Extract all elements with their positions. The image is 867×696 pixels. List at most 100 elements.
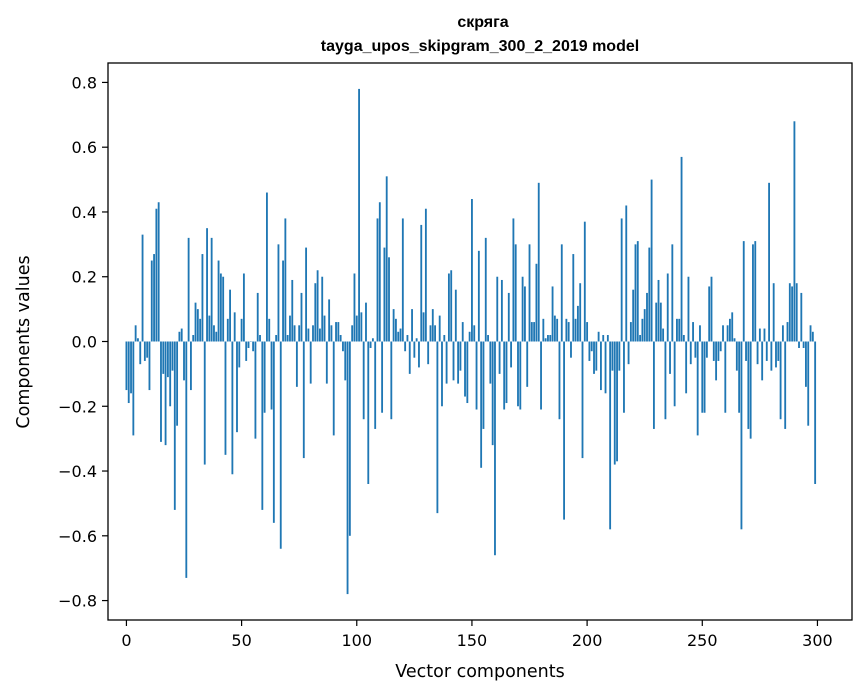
bar-134 [434, 325, 436, 342]
bar-257 [717, 341, 720, 361]
x-tick-label-0: 0 [121, 631, 131, 650]
bar-258 [719, 341, 722, 352]
bar-141 [450, 270, 453, 342]
bar-87 [325, 341, 328, 384]
bar-84 [318, 328, 321, 342]
plot-area-frame [107, 62, 853, 621]
bar-279 [768, 182, 770, 342]
bar-135 [436, 341, 439, 514]
bar-5 [137, 338, 139, 342]
x-tick-label-5: 250 [687, 631, 718, 650]
bar-288 [788, 283, 791, 342]
bar-186 [553, 315, 556, 342]
bar-63 [270, 341, 273, 410]
bar-188 [558, 341, 561, 420]
bar-59 [261, 341, 264, 510]
y-axis-label: Components values [14, 255, 34, 428]
bar-112 [383, 247, 386, 342]
bar-195 [574, 318, 577, 342]
bar-185 [551, 286, 554, 342]
bar-221 [634, 244, 637, 342]
bar-175 [528, 244, 531, 342]
bar-19 [169, 341, 172, 407]
bar-204 [595, 341, 598, 371]
bar-291 [795, 283, 798, 342]
bar-198 [581, 341, 584, 459]
bar-173 [524, 286, 526, 342]
bar-20 [171, 341, 174, 371]
bar-152 [475, 341, 478, 410]
bar-294 [802, 341, 805, 348]
bar-23 [178, 331, 181, 342]
bar-110 [378, 202, 381, 342]
bar-82 [314, 283, 317, 342]
bar-46 [231, 341, 234, 475]
bar-163 [500, 279, 503, 342]
bar-36 [208, 315, 211, 342]
bar-132 [429, 325, 432, 342]
bar-281 [772, 283, 775, 342]
bar-65 [275, 335, 278, 342]
bar-90 [332, 341, 335, 436]
bar-42 [222, 276, 225, 342]
bar-43 [224, 341, 227, 455]
bar-254 [710, 276, 713, 342]
bar-27 [187, 237, 190, 342]
bar-61 [266, 192, 268, 342]
bar-117 [395, 318, 397, 342]
chart-subtitle: tayga_upos_skipgram_300_2_2019 model [321, 38, 639, 55]
bar-52 [245, 341, 248, 361]
bar-276 [761, 341, 764, 381]
bar-192 [567, 322, 570, 342]
bar-222 [636, 241, 639, 342]
bar-44 [226, 318, 229, 342]
bar-245 [689, 341, 692, 365]
bar-105 [367, 341, 370, 484]
bar-194 [572, 254, 575, 342]
bar-15 [160, 341, 162, 442]
bar-260 [724, 341, 727, 413]
y-tick-label-8: 0.8 [72, 73, 97, 92]
bar-37 [210, 237, 213, 342]
bar-242 [682, 335, 685, 342]
bar-167 [510, 341, 513, 368]
bar-113 [385, 176, 388, 342]
bar-25 [183, 341, 185, 381]
bar-131 [427, 341, 430, 365]
bar-205 [597, 331, 600, 342]
bar-153 [477, 250, 480, 342]
bar-162 [498, 341, 501, 374]
bar-297 [809, 325, 812, 342]
bar-217 [625, 205, 628, 342]
bar-145 [459, 341, 462, 371]
x-tick-label-3: 150 [457, 631, 488, 650]
bar-270 [747, 341, 750, 429]
bar-14 [157, 202, 160, 342]
bar-40 [217, 260, 220, 342]
bar-56 [254, 341, 257, 439]
bar-88 [328, 299, 331, 342]
bar-142 [452, 341, 455, 381]
bar-197 [579, 283, 582, 342]
bar-26 [185, 341, 188, 578]
bar-35 [206, 228, 208, 342]
bar-50 [240, 318, 243, 342]
bar-180 [540, 341, 542, 410]
bar-149 [468, 331, 471, 342]
bar-31 [196, 309, 199, 342]
bar-100 [355, 315, 358, 342]
bar-244 [687, 276, 690, 342]
bar-69 [284, 218, 287, 342]
bar-273 [754, 241, 757, 342]
bar-57 [256, 292, 259, 342]
bar-170 [517, 341, 519, 407]
bar-18 [166, 341, 169, 378]
bar-53 [247, 341, 250, 348]
bar-211 [611, 341, 614, 371]
bar-4 [134, 325, 137, 342]
bar-268 [742, 241, 745, 342]
bar-29 [192, 335, 195, 342]
bar-32 [199, 318, 202, 342]
bar-83 [316, 270, 319, 342]
bar-293 [800, 292, 803, 342]
